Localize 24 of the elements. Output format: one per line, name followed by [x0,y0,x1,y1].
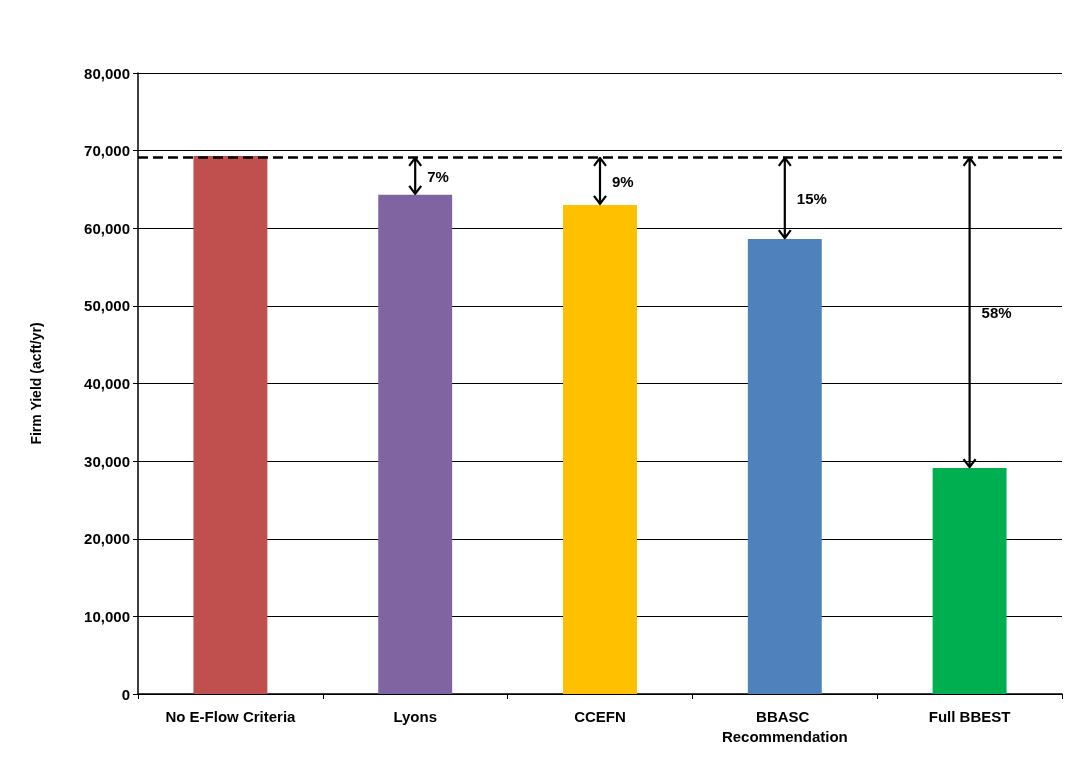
y-tick-label: 80,000 [84,64,130,82]
annotation: 9% [612,172,634,190]
y-axis-title: Firm Yield (acft/yr) [28,322,44,445]
x-tick-label: Full BBEST [928,707,1011,725]
y-tick-label: 70,000 [84,142,130,160]
annotation: 7% [427,167,449,185]
x-tick-label: CCEFN [574,707,626,725]
bar [747,239,822,694]
y-tick-label: 60,000 [84,219,130,237]
y-tick-label: 20,000 [84,530,130,548]
bar [193,156,268,694]
x-tick-label: Lyons [393,707,438,725]
y-tick-label: 40,000 [84,375,130,392]
annotation: 15% [796,189,827,207]
y-tick-label: 50,000 [84,297,130,315]
bar [563,204,637,694]
x-tick-label: BBASC Recommendation [721,707,848,745]
y-tick-label: 10,000 [84,607,130,625]
annotation: 58% [981,304,1012,322]
x-tick-label: No E-Flow Criteria [165,707,297,725]
y-tick-label: 0 [121,685,130,703]
bar [932,468,1007,694]
bar [378,194,453,694]
y-tick-label: 30,000 [84,452,130,470]
